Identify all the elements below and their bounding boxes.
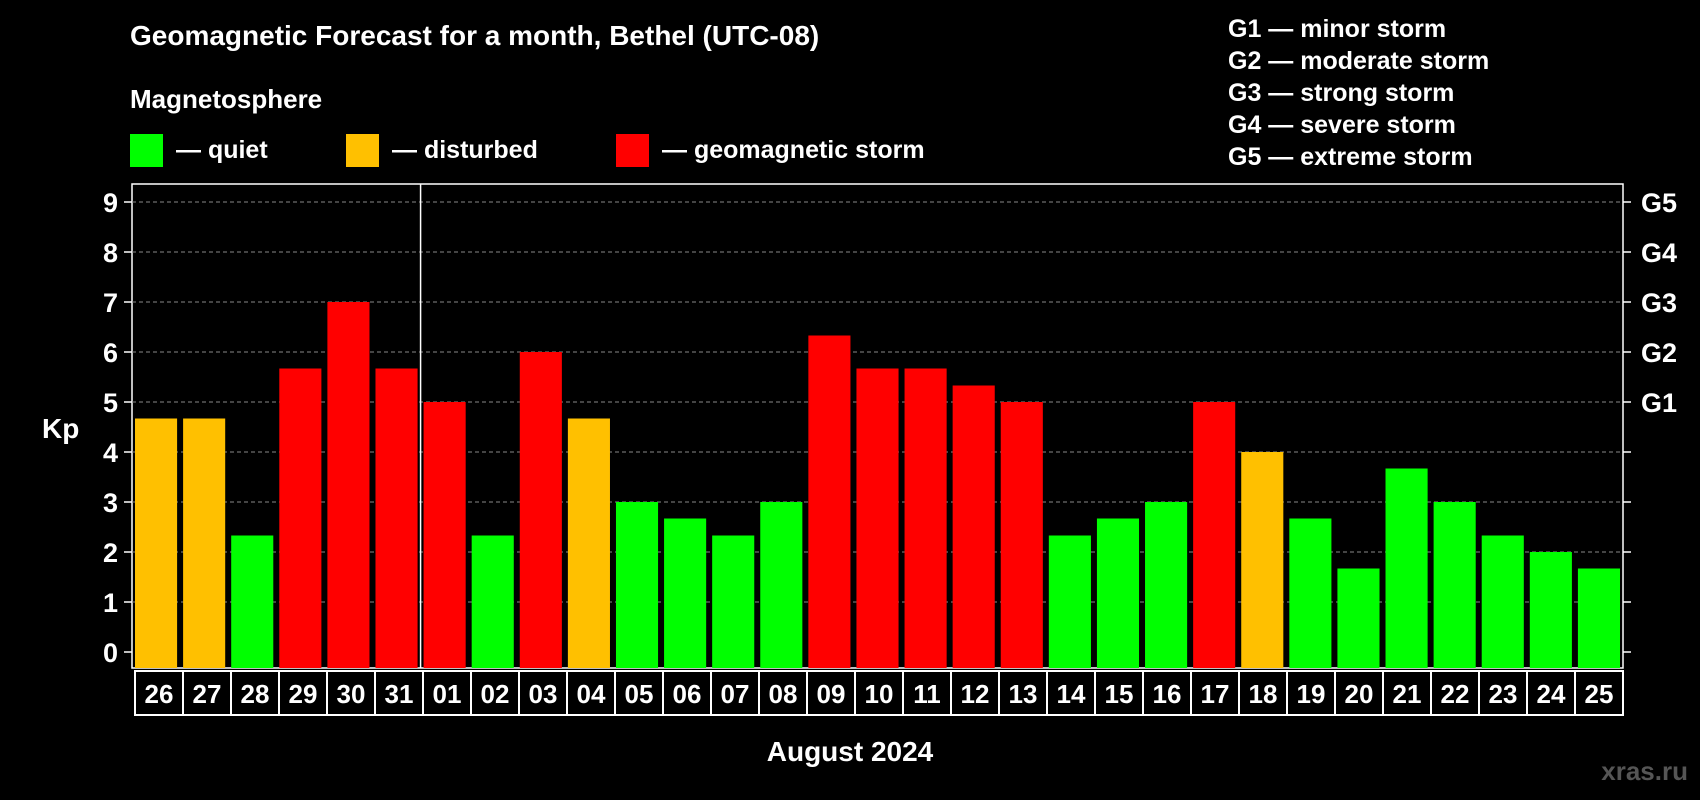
bar — [1433, 502, 1476, 668]
legend-swatch-disturbed — [346, 134, 379, 167]
x-tick-label: 10 — [865, 679, 894, 709]
scale-item-g2: G2 — moderate storm — [1228, 47, 1490, 75]
x-tick-label: 01 — [433, 679, 462, 709]
y-tick-label: 9 — [103, 188, 118, 218]
bar — [664, 518, 707, 668]
x-tick-label: 25 — [1585, 679, 1614, 709]
bar — [1337, 568, 1380, 668]
bar — [1193, 402, 1236, 668]
x-tick-label: 30 — [337, 679, 366, 709]
watermark: xras.ru — [1601, 756, 1688, 786]
y-tick-label: 4 — [103, 438, 118, 468]
chart-title: Geomagnetic Forecast for a month, Bethel… — [130, 20, 820, 51]
bar — [1385, 468, 1428, 668]
bar — [423, 402, 466, 668]
bar — [519, 352, 562, 668]
x-tick-label: 08 — [769, 679, 798, 709]
y-tick-label: 3 — [103, 488, 118, 518]
x-label-frame — [134, 670, 1624, 716]
scale-item-g1: G1 — minor storm — [1228, 15, 1447, 43]
y-tick-label: 1 — [103, 588, 118, 618]
y-axis-title: Kp — [42, 413, 79, 444]
bar — [1096, 518, 1140, 668]
bar — [375, 368, 418, 668]
x-tick-label: 11 — [913, 679, 941, 709]
bar — [1289, 518, 1332, 668]
x-tick-label: 15 — [1105, 679, 1134, 709]
x-tick-label: 09 — [817, 679, 846, 709]
scale-item-g5: G5 — extreme storm — [1228, 143, 1473, 171]
bar — [183, 418, 226, 668]
bar — [1048, 535, 1091, 668]
scale-item-g3: G3 — strong storm — [1228, 79, 1455, 107]
bar — [615, 502, 659, 668]
y-tick-label: 6 — [103, 338, 118, 368]
bar — [279, 368, 322, 668]
x-tick-label: 22 — [1441, 679, 1470, 709]
legend-swatch-quiet — [130, 134, 163, 167]
storm-level-label: G2 — [1641, 338, 1677, 368]
x-tick-label: 26 — [145, 679, 174, 709]
x-tick-label: 14 — [1057, 679, 1086, 709]
bar — [327, 302, 370, 668]
legend-swatch-storm — [616, 134, 649, 167]
x-tick-label: 19 — [1297, 679, 1326, 709]
x-tick-label: 05 — [625, 679, 654, 709]
storm-level-label: G5 — [1641, 188, 1677, 218]
x-tick-label: 18 — [1249, 679, 1278, 709]
bar — [856, 368, 899, 668]
bar — [471, 535, 514, 668]
scale-item-g4: G4 — severe storm — [1228, 111, 1456, 139]
bar — [567, 418, 610, 668]
bar — [1577, 568, 1620, 668]
legend-heading: Magnetosphere — [130, 84, 323, 114]
legend-label-disturbed: — disturbed — [392, 136, 538, 164]
x-tick-label: 24 — [1537, 679, 1566, 709]
x-tick-label: 17 — [1201, 679, 1230, 709]
bar — [1241, 452, 1284, 668]
y-tick-label: 2 — [103, 538, 118, 568]
x-tick-label: 03 — [529, 679, 558, 709]
x-tick-label: 20 — [1345, 679, 1374, 709]
x-axis-title: August 2024 — [766, 736, 934, 767]
bar — [135, 418, 178, 668]
legend-label-storm: — geomagnetic storm — [662, 136, 925, 164]
storm-level-label: G3 — [1641, 288, 1677, 318]
bar — [231, 535, 274, 668]
x-tick-label: 16 — [1153, 679, 1182, 709]
x-tick-label: 23 — [1489, 679, 1518, 709]
bar — [712, 535, 755, 668]
x-tick-label: 28 — [241, 679, 270, 709]
bar — [760, 502, 803, 668]
bar — [1529, 552, 1572, 668]
x-tick-label: 31 — [385, 679, 414, 709]
x-tick-label: 06 — [673, 679, 702, 709]
bar — [952, 385, 995, 668]
bar — [1481, 535, 1524, 668]
x-tick-label: 04 — [577, 679, 606, 709]
y-tick-label: 7 — [103, 288, 118, 318]
legend-label-quiet: — quiet — [176, 136, 268, 164]
x-tick-label: 13 — [1009, 679, 1038, 709]
y-tick-label: 8 — [103, 238, 118, 268]
bar — [1145, 502, 1188, 668]
storm-level-label: G4 — [1641, 238, 1677, 268]
x-tick-label: 21 — [1393, 679, 1422, 709]
x-tick-label: 29 — [289, 679, 318, 709]
storm-level-label: G1 — [1641, 388, 1677, 418]
bar — [904, 368, 947, 668]
x-tick-label: 27 — [193, 679, 222, 709]
x-tick-label: 02 — [481, 679, 510, 709]
x-tick-label: 12 — [961, 679, 990, 709]
x-tick-label: 07 — [721, 679, 750, 709]
bar — [1000, 402, 1043, 668]
bar — [808, 335, 851, 668]
y-tick-label: 5 — [103, 388, 118, 418]
y-tick-label: 0 — [103, 638, 118, 668]
